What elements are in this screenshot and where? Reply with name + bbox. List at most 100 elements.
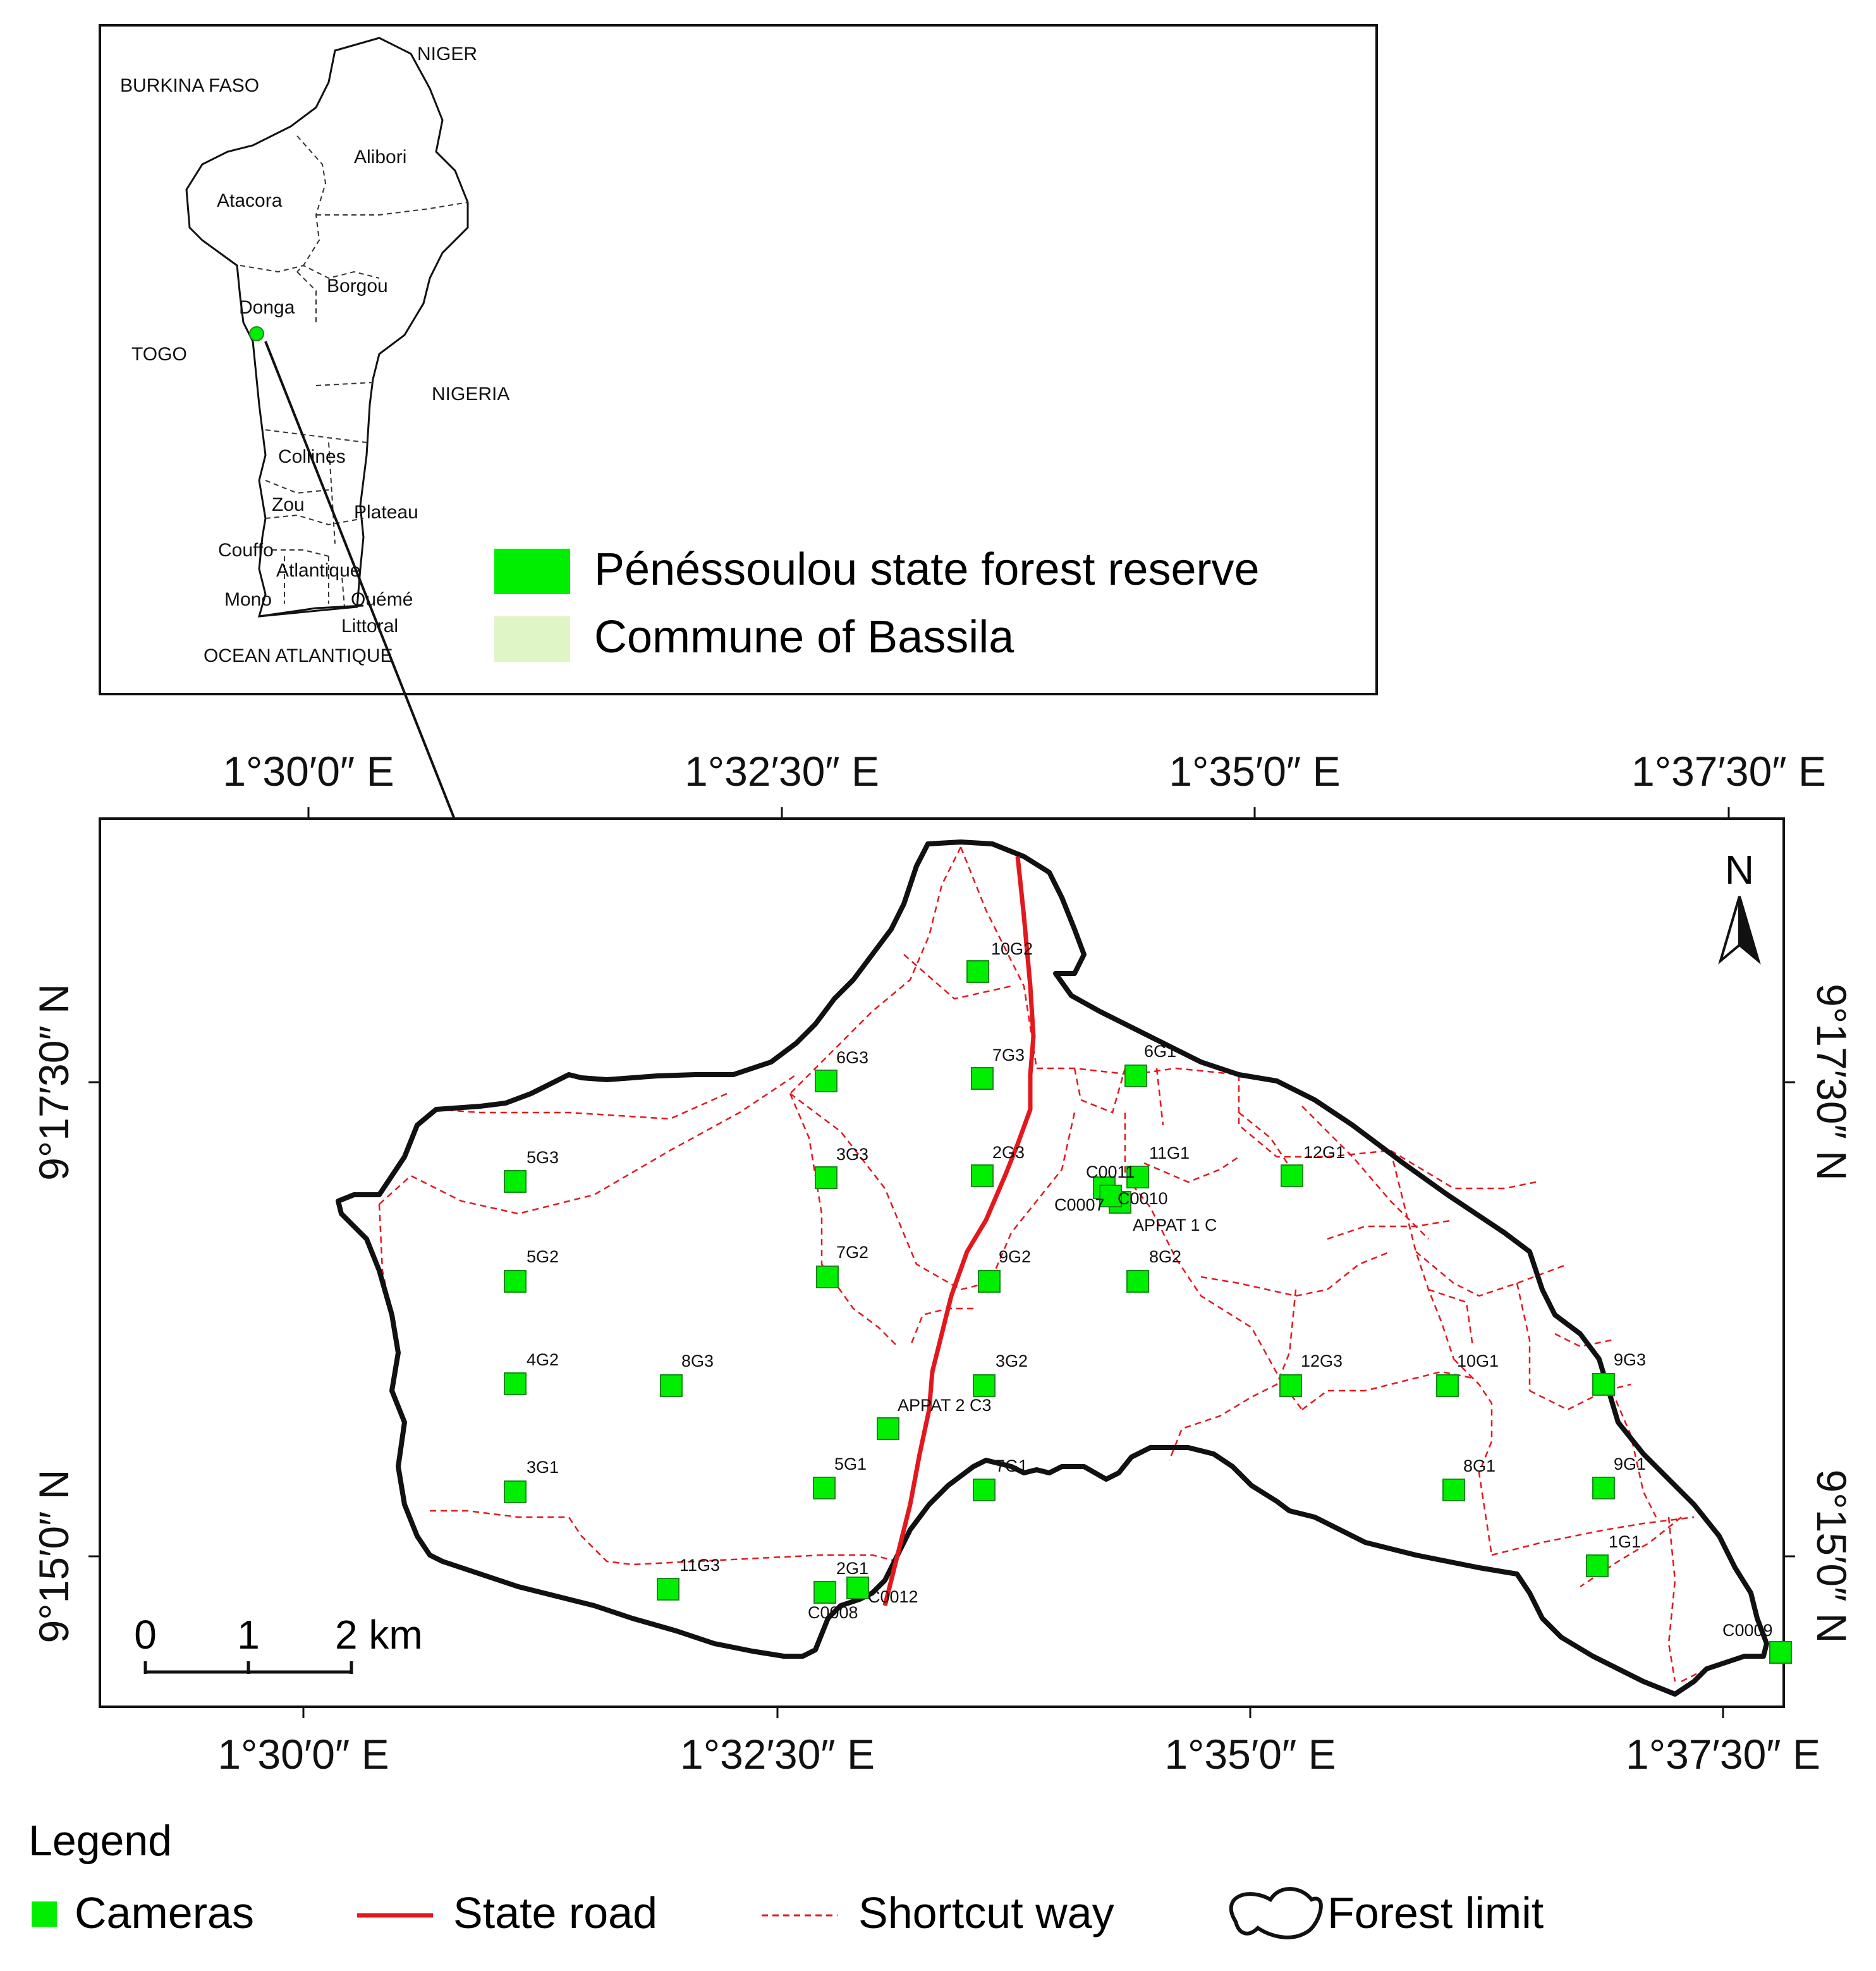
legend-title: Legend — [28, 1817, 172, 1865]
camera-label: 8G3 — [681, 1352, 714, 1370]
lat-label-right-2: 9°15′0″ N — [1808, 1470, 1855, 1644]
lat-label-left-1: 9°17′30″ N — [30, 984, 77, 1181]
camera-label: C0007 — [1054, 1195, 1105, 1214]
square-icon — [32, 1901, 57, 1927]
camera-9G1 — [1592, 1477, 1615, 1499]
label-burkina-faso: BURKINA FASO — [120, 75, 259, 96]
camera-6G1 — [1124, 1065, 1147, 1087]
label-plateau: Plateau — [354, 502, 418, 523]
camera-label: APPAT 2 C3 — [898, 1396, 992, 1415]
label-atacora: Atacora — [217, 190, 283, 211]
camera-labels: 10G2 6G3 7G3 6G1 5G3 3G3 2G3 11G1 12G1 C… — [527, 939, 1773, 1640]
camera-4G2 — [504, 1372, 527, 1395]
camera-7G2 — [816, 1266, 839, 1288]
camera-9G2 — [978, 1270, 1001, 1293]
coastline — [259, 604, 364, 618]
lat-label-left-2: 9°15′0″ N — [30, 1470, 77, 1644]
label-borgou: Borgou — [327, 276, 388, 296]
label-couffo: Couffo — [218, 540, 274, 561]
legend-cameras-label: Cameras — [75, 1888, 254, 1937]
legend-forest-reserve-label: Pénéssoulou state forest reserve — [594, 544, 1260, 595]
camera-label: 7G1 — [996, 1456, 1028, 1475]
camera-label: 10G2 — [991, 939, 1033, 958]
camera-label: 7G2 — [836, 1243, 868, 1262]
camera-label: APPAT 1 C — [1133, 1216, 1217, 1235]
camera-12G1 — [1281, 1164, 1303, 1187]
label-oueme: Ouémé — [351, 589, 413, 610]
camera-7G3 — [971, 1067, 994, 1090]
camera-label: C0009 — [1722, 1621, 1773, 1640]
camera-label: 5G2 — [527, 1247, 559, 1266]
camera-3G2 — [973, 1374, 996, 1397]
camera-label: 3G1 — [527, 1458, 559, 1477]
frame-ticks — [88, 807, 1795, 1718]
lat-label-right-1: 9°17′30″ N — [1808, 984, 1855, 1181]
scale-tick-0: 0 — [134, 1612, 157, 1657]
legend-shortcut-label: Shortcut way — [858, 1888, 1114, 1937]
camera-label: 2G3 — [992, 1143, 1025, 1162]
label-mono: Mono — [224, 589, 272, 610]
label-atlantique: Atlantique — [276, 560, 360, 581]
lon-label-top-4: 1°37′30″ E — [1631, 748, 1826, 795]
lon-label-bottom-2: 1°32′30″ E — [680, 1731, 875, 1778]
camera-label: 11G3 — [679, 1556, 720, 1575]
camera-label: 5G1 — [834, 1455, 867, 1474]
lon-label-top-1: 1°30′0″ E — [222, 748, 394, 795]
camera-2G1 — [813, 1581, 836, 1604]
legend-commune-label: Commune of Bassila — [594, 612, 1014, 662]
lon-label-bottom-3: 1°35′0″ E — [1164, 1731, 1336, 1778]
camera-11G1 — [1126, 1166, 1149, 1188]
label-nigeria: NIGERIA — [432, 384, 509, 405]
camera-label: 11G1 — [1149, 1144, 1190, 1162]
camera-8G1 — [1442, 1479, 1465, 1501]
camera-3G1 — [504, 1480, 527, 1503]
state-road — [882, 856, 1036, 1606]
camera-label: 3G2 — [996, 1352, 1028, 1370]
label-littoral: Littoral — [341, 616, 398, 637]
label-togo: TOGO — [131, 344, 187, 365]
lon-label-bottom-1: 1°30′0″ E — [217, 1731, 389, 1778]
camera-5G2 — [504, 1270, 527, 1293]
camera-label: 12G3 — [1301, 1352, 1343, 1370]
camera-6G3 — [815, 1070, 838, 1092]
legend-state-road-label: State road — [453, 1888, 657, 1937]
camera-label: 5G3 — [527, 1148, 559, 1167]
camera-8G2 — [1126, 1270, 1149, 1293]
outline-icon — [1229, 1887, 1323, 1939]
scale-tick-1: 1 — [237, 1612, 260, 1657]
camera-label: 10G1 — [1457, 1352, 1499, 1370]
camera-3G3 — [815, 1166, 838, 1189]
north-label: N — [1725, 847, 1754, 893]
camera-label: 2G1 — [836, 1559, 868, 1578]
camera-2G3 — [971, 1164, 994, 1187]
camera-label: 9G1 — [1614, 1455, 1646, 1474]
camera-label: 3G3 — [836, 1145, 868, 1164]
main-map: 1°30′0″ E 1°32′30″ E 1°35′0″ E 1°37′30″ … — [30, 748, 1855, 1778]
legend-forest-reserve-swatch — [494, 549, 570, 594]
camera-C0012 — [846, 1577, 869, 1599]
camera-9G3 — [1592, 1373, 1615, 1396]
camera-C0007 — [1099, 1185, 1122, 1207]
forest-limit-outline — [336, 839, 1769, 1697]
camera-label: C0011 — [1086, 1162, 1135, 1181]
camera-label: 12G1 — [1303, 1143, 1345, 1162]
scale-tick-2: 2 km — [335, 1612, 423, 1657]
camera-label: 6G1 — [1144, 1042, 1176, 1061]
camera-APPAT-2-C3 — [877, 1417, 899, 1440]
scale-bar: 0 1 2 km — [134, 1612, 423, 1674]
camera-label: 8G1 — [1463, 1456, 1495, 1475]
camera-label: C0010 — [1118, 1189, 1168, 1208]
camera-label: 9G3 — [1614, 1350, 1646, 1369]
main-map-frame — [99, 817, 1785, 1708]
camera-11G3 — [657, 1578, 679, 1601]
camera-10G2 — [966, 960, 989, 983]
north-arrow-icon: N — [1718, 847, 1761, 965]
forest-reserve-location-dot — [249, 326, 264, 341]
camera-12G3 — [1279, 1374, 1302, 1397]
label-donga: Donga — [239, 297, 295, 318]
lon-label-top-3: 1°35′0″ E — [1169, 748, 1340, 795]
lon-label-bottom-4: 1°37′30″ E — [1626, 1731, 1820, 1778]
legend-commune-swatch — [494, 616, 570, 662]
inset-map: NIGER BURKINA FASO TOGO NIGERIA OCEAN AT… — [99, 24, 1378, 695]
